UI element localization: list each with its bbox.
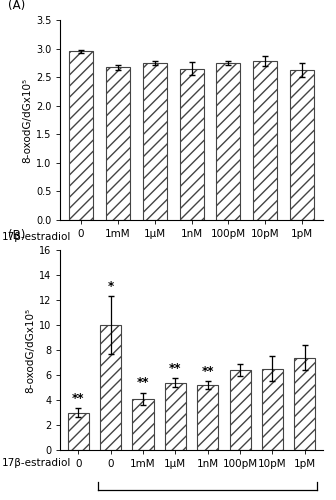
Text: **: ** xyxy=(202,365,214,378)
Bar xyxy=(229,370,251,450)
Y-axis label: 8-oxodG/dGx10⁵: 8-oxodG/dGx10⁵ xyxy=(25,308,35,392)
Bar xyxy=(100,325,121,450)
Text: **: ** xyxy=(137,376,149,390)
Text: *: * xyxy=(108,280,114,293)
Bar xyxy=(106,68,130,220)
Bar xyxy=(262,369,283,450)
Text: **: ** xyxy=(72,392,85,405)
Bar xyxy=(294,358,315,450)
Bar xyxy=(216,63,241,220)
Text: 17β-estradiol: 17β-estradiol xyxy=(2,232,71,242)
Text: 17β-estradiol: 17β-estradiol xyxy=(2,458,71,468)
Bar xyxy=(253,61,277,220)
Bar xyxy=(142,63,167,220)
Bar xyxy=(132,399,154,450)
Bar xyxy=(68,412,89,450)
Bar xyxy=(179,68,204,220)
Bar xyxy=(290,70,314,220)
Bar xyxy=(165,382,186,450)
Text: (B): (B) xyxy=(8,229,26,242)
Bar xyxy=(197,385,218,450)
Text: (A): (A) xyxy=(8,0,25,12)
Text: **: ** xyxy=(169,362,181,375)
Bar xyxy=(69,52,93,220)
Y-axis label: 8-oxodG/dGx10⁵: 8-oxodG/dGx10⁵ xyxy=(22,78,32,162)
